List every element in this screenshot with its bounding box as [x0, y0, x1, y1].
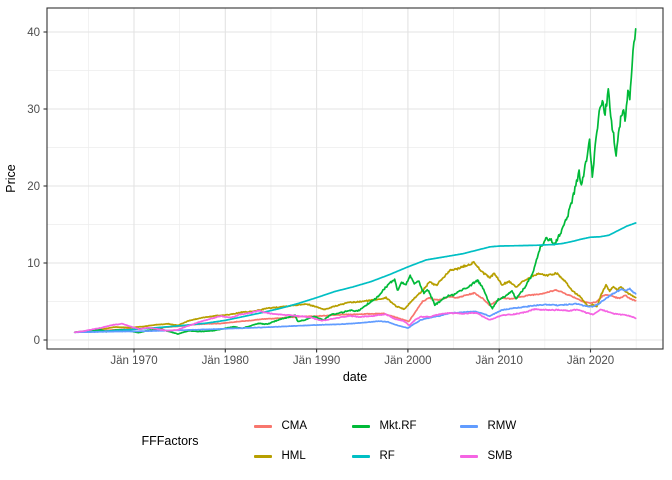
- legend-label-smb: SMB: [487, 450, 513, 462]
- legend-items: CMA Mkt.RF RMW HML RF SMB: [254, 417, 544, 465]
- x-tick-label: Jän 1980: [202, 355, 249, 367]
- series-line-smb: [73, 308, 637, 334]
- legend-key-smb: [460, 454, 479, 458]
- legend-title: FFFactors: [141, 434, 199, 448]
- legend-key-rf: [352, 454, 371, 458]
- legend-label-rf: RF: [379, 450, 395, 462]
- legend-label-hml: HML: [281, 450, 306, 462]
- price-chart: Jän 1970 Jän 1980 Jän 1990 Jän 2000 Jän 2010…: [4, 7, 664, 384]
- x-tick-label: Jän 1970: [110, 355, 157, 367]
- legend-item-hml: HML: [254, 447, 342, 465]
- panel-border: [46, 7, 664, 350]
- x-tick-label: Jän 2010: [476, 355, 523, 367]
- legend-item-rmw: RMW: [460, 417, 544, 435]
- series-line-rf: [73, 222, 637, 334]
- legend-item-smb: SMB: [460, 447, 544, 465]
- legend-key-rmw: [460, 424, 479, 428]
- panel-background: [47, 8, 663, 349]
- y-tick-label: 40: [27, 27, 40, 39]
- legend-label-cma: CMA: [281, 420, 308, 432]
- x-axis-title: date: [343, 370, 367, 384]
- legend-key-cma: [254, 424, 273, 428]
- y-tick-label: 30: [27, 104, 40, 116]
- chart-generated-layer: Jän 1970 Jän 1980 Jän 1990 Jän 2000 Jän 2010…: [27, 7, 664, 367]
- legend-key-hml: [254, 454, 273, 458]
- x-tick-label: Jän 2000: [384, 355, 431, 367]
- legend-label-rmw: RMW: [487, 420, 517, 432]
- legend-item-mktrf: Mkt.RF: [352, 417, 450, 435]
- legend-key-mktrf: [352, 424, 371, 428]
- y-tick-label: 20: [27, 181, 40, 193]
- legend-label-mktrf: Mkt.RF: [379, 420, 417, 432]
- legend-item-cma: CMA: [254, 417, 342, 435]
- y-tick-label: 10: [27, 258, 40, 270]
- y-axis-title: Price: [4, 164, 18, 193]
- legend-item-rf: RF: [352, 447, 450, 465]
- x-tick-label: Jän 2020: [567, 355, 614, 367]
- y-tick-label: 0: [34, 335, 40, 347]
- chart-legend: FFFactors CMA Mkt.RF RMW HML RF: [0, 417, 672, 465]
- series-line-hml: [73, 260, 637, 334]
- x-tick-label: Jän 1990: [293, 355, 340, 367]
